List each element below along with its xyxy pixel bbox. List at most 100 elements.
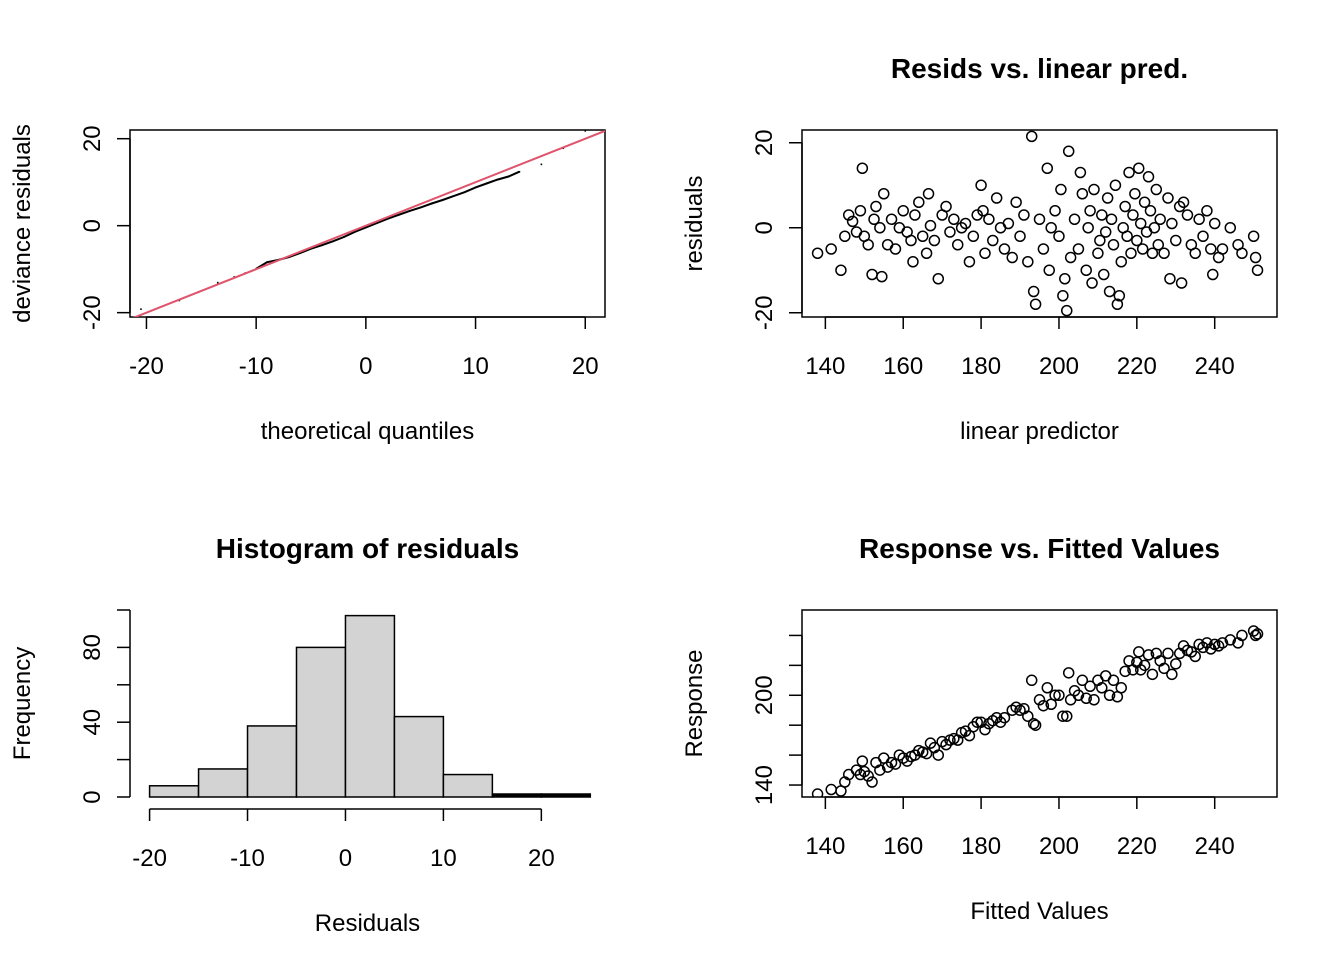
data-point (920, 747, 933, 760)
x-axis-label: Residuals (315, 910, 420, 937)
data-point (944, 226, 956, 238)
data-point (1251, 628, 1264, 640)
x-tick-label: 240 (1195, 353, 1235, 380)
data-point (1166, 217, 1178, 230)
data-point (1142, 171, 1155, 183)
scatter-points (811, 625, 1264, 797)
histogram-bar (393, 715, 445, 798)
data-point (1166, 668, 1178, 681)
y-tick-label: 20 (751, 129, 778, 156)
data-point (1158, 662, 1170, 675)
data-point (1043, 264, 1055, 276)
data-point (907, 256, 919, 268)
data-point (1136, 243, 1149, 255)
data-point (1181, 209, 1194, 221)
data-point (971, 716, 983, 728)
data-point (924, 219, 937, 232)
reference-line (132, 130, 605, 317)
data-point (1107, 239, 1120, 251)
data-point (940, 200, 952, 213)
data-point (1064, 251, 1077, 264)
data-point (963, 256, 976, 268)
data-point (835, 264, 847, 276)
histogram-bar (246, 725, 298, 798)
data-point (1170, 658, 1182, 670)
data-point (878, 188, 890, 200)
data-point (1068, 213, 1081, 225)
data-point (868, 213, 880, 225)
data-point (1002, 217, 1015, 230)
data-point (1025, 130, 1038, 143)
data-point (998, 243, 1011, 255)
data-point (1053, 230, 1065, 242)
data-point (1094, 234, 1106, 247)
x-tick-label: 20 (572, 353, 599, 380)
data-point (1103, 689, 1116, 702)
data-point (951, 239, 964, 251)
data-point (1164, 273, 1176, 285)
data-point (1027, 285, 1040, 298)
x-axis-label: linear predictor (960, 418, 1119, 445)
x-tick-label: 160 (883, 833, 923, 860)
data-point (1096, 209, 1108, 221)
x-axis-label: Fitted Values (970, 898, 1108, 925)
data-point (1189, 650, 1201, 663)
x-tick-label: 0 (359, 353, 372, 380)
data-point (1088, 694, 1100, 706)
data-point (1216, 243, 1229, 255)
data-point (1092, 247, 1104, 259)
data-point (975, 179, 987, 191)
data-point (874, 222, 886, 234)
data-point (1170, 234, 1182, 247)
data-point (967, 230, 980, 242)
chart-title: Histogram of residuals (216, 533, 519, 564)
data-point (1062, 145, 1075, 157)
data-point (1162, 192, 1174, 204)
data-point (1072, 689, 1085, 702)
histogram-bar (295, 646, 347, 798)
data-point (1006, 251, 1018, 264)
data-point (1022, 710, 1034, 722)
data-point (1158, 247, 1170, 259)
data-point (977, 205, 989, 217)
y-tick-label: 200 (751, 675, 778, 715)
data-point (920, 247, 933, 259)
qq-point (540, 163, 543, 166)
y-tick-label: 40 (79, 709, 106, 736)
data-point (1148, 222, 1161, 234)
panel-response_vs_fitted: Response vs. Fitted Values 140 160 180 200 22… (681, 533, 1278, 925)
data-point (1049, 205, 1061, 217)
x-tick-label: 0 (339, 845, 352, 872)
data-point (856, 162, 869, 174)
data-point (998, 711, 1011, 724)
data-point (1101, 192, 1114, 204)
data-point (1201, 205, 1213, 217)
data-point (1119, 665, 1131, 678)
x-tick-label: 160 (883, 353, 923, 380)
data-point (1119, 200, 1131, 213)
data-point (1111, 298, 1124, 310)
data-point (1131, 234, 1143, 247)
data-point (1125, 247, 1137, 259)
chart-title: Resids vs. linear pred. (891, 53, 1188, 84)
histogram-bar (442, 773, 494, 798)
data-point (1123, 166, 1135, 179)
data-point (1062, 667, 1075, 679)
qq-points (132, 130, 605, 317)
panel-histogram: Histogram of residuals -20 -10 0 10 20 0 40 80 Re… (9, 533, 592, 937)
data-point (1103, 285, 1116, 298)
x-tick-label: 200 (1039, 353, 1079, 380)
data-point (1022, 256, 1034, 268)
y-tick-label: 0 (79, 790, 106, 803)
data-point (1249, 629, 1262, 642)
data-point (846, 215, 859, 228)
data-point (1115, 256, 1128, 268)
data-point (959, 217, 972, 230)
data-point (1197, 230, 1209, 242)
data-point (1133, 646, 1145, 658)
data-point (1045, 222, 1057, 234)
data-point (1177, 196, 1190, 208)
data-point (979, 247, 991, 259)
qq-point (216, 281, 219, 284)
